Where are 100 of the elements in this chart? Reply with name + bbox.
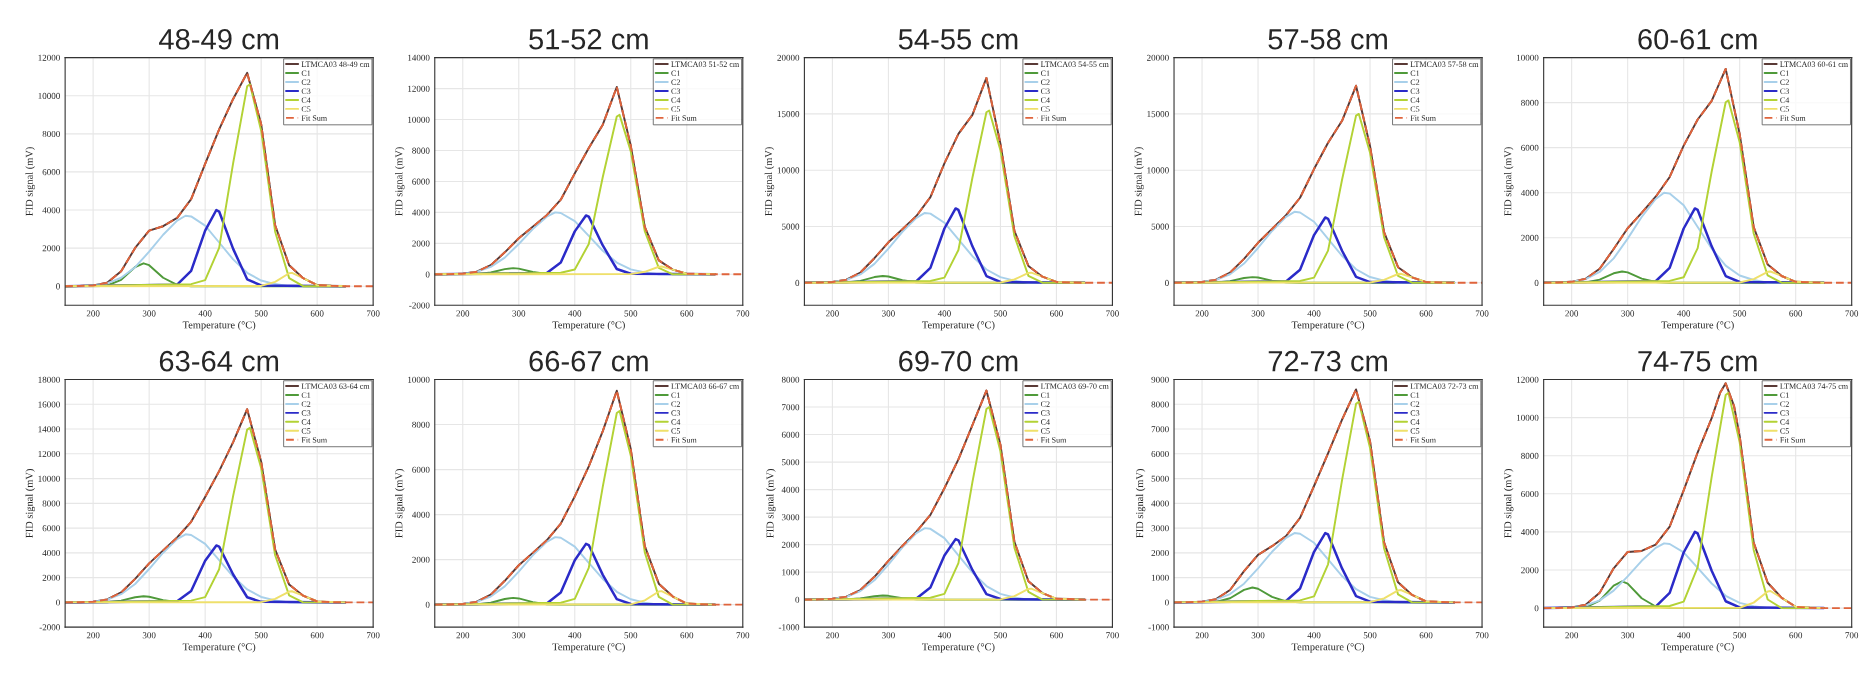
y-tick-label: 6000 [781, 431, 800, 438]
x-tick-label: 200 [456, 632, 470, 639]
y-tick-label: 1000 [1151, 574, 1169, 581]
legend-label: C3 [671, 410, 681, 416]
chart-title: 51-52 cm [529, 28, 648, 50]
chart-title: 72-73 cm [1268, 350, 1387, 372]
y-tick-label: 4000 [781, 486, 800, 493]
legend-label: C4 [1780, 419, 1790, 425]
y-tick-label: 5000 [782, 223, 800, 230]
x-tick-label: 200 [86, 310, 100, 317]
chart-title: 66-67 cm [529, 350, 648, 372]
x-tick-label: 700 [736, 632, 750, 639]
legend-label: Fit Sum [1780, 437, 1806, 443]
y-tick-label: 2000 [42, 574, 60, 581]
y-axis-title: FID signal (mV) [1135, 469, 1146, 538]
x-tick-label: 200 [86, 632, 100, 639]
chart-title: 74-75 cm [1638, 351, 1757, 372]
y-axis-title: FID signal (mV) [395, 469, 405, 538]
x-tick-label: 600 [310, 310, 324, 317]
legend-label: LTMCA03 63-64 cm [301, 383, 370, 389]
x-axis-title: Temperature (°C) [1661, 321, 1734, 331]
y-axis-title: FID signal (mV) [1503, 469, 1514, 538]
y-tick-label: 2000 [42, 245, 60, 252]
x-tick-label: 600 [1789, 632, 1803, 639]
legend-label: C5 [1410, 106, 1420, 112]
y-tick-label: 12000 [1517, 376, 1539, 383]
y-tick-label: 4000 [1520, 529, 1539, 536]
x-tick-label: 400 [1307, 632, 1321, 639]
y-tick-label: 4000 [1520, 189, 1539, 196]
y-tick-label: 8000 [781, 376, 800, 383]
legend-label: C4 [301, 97, 311, 103]
y-tick-label: 7000 [1151, 426, 1169, 433]
x-tick-label: 400 [1307, 310, 1321, 317]
x-tick-label: 600 [1050, 632, 1063, 639]
y-tick-label: 7000 [782, 404, 800, 411]
x-axis-title: Temperature (°C) [182, 642, 256, 653]
y-tick-label: 8000 [42, 130, 60, 138]
x-tick-label: 500 [624, 632, 638, 639]
x-tick-label: 300 [1251, 632, 1265, 639]
y-tick-label: 10000 [408, 116, 430, 123]
x-axis-title: Temperature (°C) [1291, 642, 1365, 653]
chart-title: 48-49 cm [159, 28, 279, 50]
y-tick-label: 2000 [412, 240, 430, 247]
legend-label: C5 [301, 428, 311, 434]
y-tick-label: 6000 [42, 169, 60, 176]
y-tick-label: 9000 [1151, 376, 1169, 383]
x-tick-label: 500 [624, 310, 638, 317]
legend-label: C2 [671, 401, 680, 407]
legend-label: C2 [1040, 401, 1050, 407]
y-axis-title: FID signal (mV) [1503, 147, 1514, 216]
legend-label: C2 [301, 401, 311, 407]
x-tick-label: 600 [680, 310, 694, 317]
legend-label: C1 [1780, 392, 1789, 398]
legend-label: Fit Sum [1410, 115, 1436, 121]
x-tick-label: 400 [198, 310, 212, 317]
x-tick-label: 300 [1621, 310, 1635, 317]
x-tick-label: 200 [1195, 632, 1209, 639]
y-tick-label: 6000 [412, 178, 430, 185]
x-tick-label: 700 [1845, 632, 1859, 639]
y-tick-label: 10000 [777, 167, 800, 174]
y-tick-label: 8000 [1521, 452, 1539, 459]
x-tick-label: 600 [1419, 310, 1433, 317]
legend-label: LTMCA03 74-75 cm [1780, 383, 1848, 389]
legend-label: C1 [1040, 392, 1050, 398]
x-axis-title: Temperature (°C) [182, 321, 256, 331]
x-tick-label: 700 [1106, 632, 1119, 639]
legend-label: C4 [671, 419, 681, 425]
y-tick-label: 2000 [1521, 234, 1539, 241]
y-tick-label: 8000 [1521, 99, 1539, 106]
y-tick-label: 5000 [782, 459, 800, 466]
x-axis-title: Temperature (°C) [1661, 642, 1734, 653]
legend-label: C1 [1780, 70, 1789, 76]
legend-label: C4 [1410, 97, 1420, 103]
y-tick-label: -2000 [39, 624, 60, 631]
y-tick-label: 4000 [42, 207, 60, 214]
x-tick-label: 300 [1621, 632, 1635, 639]
x-tick-label: 300 [1251, 310, 1265, 317]
y-tick-label: 10000 [1517, 414, 1539, 421]
y-tick-label: 20000 [777, 54, 800, 61]
legend-label: C3 [1040, 88, 1050, 94]
x-tick-label: 500 [1733, 310, 1747, 317]
y-tick-label: 6000 [42, 525, 60, 532]
legend-label: LTMCA03 48-49 cm [301, 61, 370, 67]
y-tick-label: 20000 [1147, 54, 1169, 61]
legend-label: C3 [301, 410, 311, 416]
legend-label: C1 [671, 70, 680, 76]
legend-label: Fit Sum [1410, 437, 1436, 443]
legend-label: C1 [301, 392, 311, 398]
y-tick-label: 14000 [408, 54, 430, 61]
legend-label: LTMCA03 72-73 cm [1410, 383, 1479, 389]
x-tick-label: 300 [882, 310, 895, 317]
x-tick-label: 200 [1565, 632, 1579, 639]
y-tick-label: 2000 [1521, 567, 1539, 574]
x-tick-label: 600 [680, 632, 694, 639]
y-axis-title: FID signal (mV) [1134, 147, 1144, 216]
x-tick-label: 400 [198, 632, 212, 639]
y-tick-label: 2000 [1151, 549, 1169, 557]
legend-label: C5 [1410, 428, 1420, 434]
legend-label: LTMCA03 57-58 cm [1410, 61, 1479, 67]
legend-label: C2 [1040, 79, 1050, 85]
